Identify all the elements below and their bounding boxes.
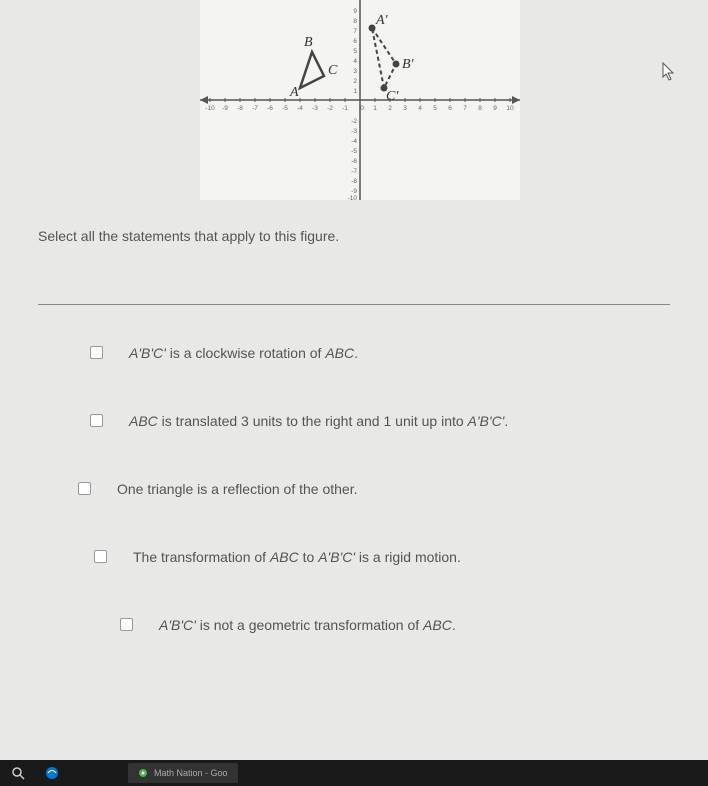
checkbox[interactable] <box>90 346 103 359</box>
checkbox[interactable] <box>120 618 133 631</box>
svg-text:8: 8 <box>478 105 482 112</box>
svg-text:4: 4 <box>353 58 357 65</box>
svg-text:3: 3 <box>403 105 407 112</box>
svg-text:10: 10 <box>506 105 514 112</box>
svg-text:-3: -3 <box>351 128 357 135</box>
svg-text:3: 3 <box>353 68 357 75</box>
cursor-icon <box>662 62 678 82</box>
svg-text:-8: -8 <box>351 178 357 185</box>
edge-icon[interactable] <box>44 765 60 781</box>
option-text: One triangle is a reflection of the othe… <box>117 481 357 497</box>
taskbar: Math Nation - Goo <box>0 760 708 786</box>
svg-text:-9: -9 <box>222 105 228 112</box>
option-row: One triangle is a reflection of the othe… <box>78 481 670 497</box>
coordinate-graph: -10-9-8 -7-6-5 -4-3-2 -10 123 456 789 10… <box>200 0 520 210</box>
options-list: A'B'C' is a clockwise rotation of ABC. A… <box>60 345 670 633</box>
option-row: The transformation of ABC to A'B'C' is a… <box>94 549 670 565</box>
svg-text:5: 5 <box>353 48 357 55</box>
svg-text:6: 6 <box>448 105 452 112</box>
svg-text:-6: -6 <box>351 158 357 165</box>
svg-text:-9: -9 <box>351 188 357 195</box>
option-text: A'B'C' is not a geometric transformation… <box>159 617 456 633</box>
svg-text:1: 1 <box>353 88 357 95</box>
graph-svg: -10-9-8 -7-6-5 -4-3-2 -10 123 456 789 10… <box>200 0 520 210</box>
svg-text:-2: -2 <box>327 105 333 112</box>
svg-text:-2: -2 <box>351 118 357 125</box>
option-row: A'B'C' is a clockwise rotation of ABC. <box>90 345 670 361</box>
svg-text:7: 7 <box>463 105 467 112</box>
svg-text:-4: -4 <box>351 138 357 145</box>
divider <box>38 304 670 305</box>
svg-text:1: 1 <box>373 105 377 112</box>
svg-text:2: 2 <box>388 105 392 112</box>
svg-text:-5: -5 <box>351 148 357 155</box>
svg-text:-7: -7 <box>351 168 357 175</box>
svg-text:-8: -8 <box>237 105 243 112</box>
svg-text:B': B' <box>402 57 415 72</box>
svg-text:5: 5 <box>433 105 437 112</box>
option-row: ABC is translated 3 units to the right a… <box>90 413 670 429</box>
tab-label: Math Nation - Goo <box>154 768 228 778</box>
svg-text:-6: -6 <box>267 105 273 112</box>
taskbar-tab[interactable]: Math Nation - Goo <box>128 763 238 783</box>
checkbox[interactable] <box>94 550 107 563</box>
svg-text:8: 8 <box>353 18 357 25</box>
svg-text:-10: -10 <box>205 105 215 112</box>
chrome-icon <box>138 768 148 778</box>
svg-text:9: 9 <box>493 105 497 112</box>
svg-text:4: 4 <box>418 105 422 112</box>
svg-text:-7: -7 <box>252 105 258 112</box>
search-icon[interactable] <box>10 765 26 781</box>
option-text: A'B'C' is a clockwise rotation of ABC. <box>129 345 358 361</box>
checkbox[interactable] <box>90 414 103 427</box>
svg-text:-1: -1 <box>342 105 348 112</box>
checkbox[interactable] <box>78 482 91 495</box>
svg-text:2: 2 <box>353 78 357 85</box>
svg-text:-3: -3 <box>312 105 318 112</box>
svg-text:0: 0 <box>360 105 364 112</box>
option-row: A'B'C' is not a geometric transformation… <box>120 617 670 633</box>
svg-text:-10: -10 <box>348 195 358 202</box>
svg-text:C: C <box>328 63 338 78</box>
svg-text:7: 7 <box>353 28 357 35</box>
svg-text:-5: -5 <box>282 105 288 112</box>
option-text: ABC is translated 3 units to the right a… <box>129 413 508 429</box>
svg-text:6: 6 <box>353 38 357 45</box>
svg-text:A': A' <box>375 13 389 28</box>
svg-text:C': C' <box>386 89 399 104</box>
svg-text:9: 9 <box>353 8 357 15</box>
svg-text:B: B <box>304 35 313 50</box>
option-text: The transformation of ABC to A'B'C' is a… <box>133 549 461 565</box>
question-prompt: Select all the statements that apply to … <box>38 228 708 244</box>
svg-text:-4: -4 <box>297 105 303 112</box>
svg-text:A: A <box>289 85 299 100</box>
